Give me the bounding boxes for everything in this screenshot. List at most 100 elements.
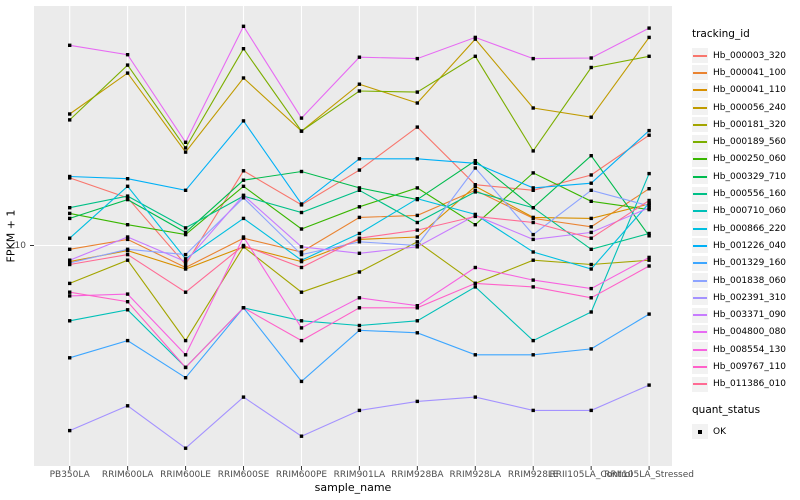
data-point: [415, 186, 419, 190]
x-tick-label: RRIM600SE: [217, 470, 270, 480]
data-point: [68, 258, 72, 262]
data-point: [299, 129, 304, 133]
data-point: [531, 232, 535, 237]
legend-title-tracking-id: tracking_id: [692, 28, 750, 40]
data-point: [473, 161, 477, 165]
data-point: [357, 215, 362, 220]
legend-key-swatch: [692, 169, 708, 185]
data-point: [183, 262, 188, 267]
legend-item-label: Hb_001838_060: [713, 275, 787, 286]
legend-item-label: Hb_000041_100: [713, 67, 787, 78]
data-point: [647, 207, 651, 212]
legend-item-Hb_000041_100: Hb_000041_100: [692, 64, 798, 81]
data-point: [299, 116, 304, 120]
data-point: [125, 71, 130, 75]
data-point: [68, 43, 72, 47]
legend-item-label: Hb_000041_110: [713, 85, 787, 96]
legend-item-Hb_000181_320: Hb_000181_320: [692, 116, 798, 133]
data-point: [299, 379, 304, 384]
data-point: [125, 308, 130, 312]
legend-item-Hb_000003_320: Hb_000003_320: [692, 47, 798, 64]
data-point: [473, 223, 477, 227]
data-point: [299, 202, 304, 206]
data-point: [68, 356, 72, 360]
data-point: [589, 247, 593, 251]
legend-key-swatch: [692, 290, 708, 306]
legend-key-line-icon: [693, 193, 707, 196]
data-point: [241, 395, 246, 399]
legend-key-swatch: [692, 117, 708, 133]
data-point: [125, 196, 130, 200]
data-point: [531, 220, 535, 225]
legend-key-line-icon: [693, 71, 707, 74]
data-point: [68, 236, 72, 240]
legend-item-label: Hb_001226_040: [713, 240, 787, 251]
data-point: [299, 338, 304, 343]
data-point: [415, 304, 419, 308]
data-point: [125, 247, 130, 251]
data-point: [183, 365, 188, 370]
data-point: [68, 247, 72, 251]
data-point: [589, 65, 593, 70]
data-point: [183, 188, 188, 192]
data-point: [68, 319, 72, 323]
legend-key-swatch: [692, 273, 708, 288]
data-point: [241, 24, 246, 28]
data-point: [647, 383, 651, 387]
data-point: [647, 201, 651, 205]
data-point: [183, 376, 188, 380]
legend-item-Hb_000556_160: Hb_000556_160: [692, 185, 798, 202]
data-point: [125, 237, 130, 242]
data-point: [299, 326, 304, 330]
legend-item-Hb_004800_080: Hb_004800_080: [692, 324, 798, 341]
legend-key-line-icon: [693, 262, 707, 265]
data-point: [125, 194, 130, 198]
legend-item-label: Hb_001329_160: [713, 258, 787, 269]
legend-key-line-icon: [693, 141, 707, 144]
legend-tracking-items: Hb_000003_320 Hb_000041_100 Hb_000041_110 H…: [692, 47, 798, 393]
x-tick-label: RRIM928LA: [449, 470, 501, 480]
data-point: [357, 270, 362, 274]
legend-key-swatch: [692, 203, 708, 219]
data-point: [531, 250, 535, 254]
data-point: [299, 434, 304, 438]
data-point: [531, 338, 535, 343]
data-point: [241, 169, 246, 173]
legend-item-Hb_000189_560: Hb_000189_560: [692, 133, 798, 150]
data-point: [299, 319, 304, 323]
data-point: [473, 285, 477, 289]
data-point: [299, 290, 304, 294]
x-tick-label: RRIM600PE: [275, 470, 328, 480]
data-point: [415, 399, 419, 404]
legend-key-line-icon: [693, 279, 707, 282]
data-point: [473, 214, 477, 219]
data-point: [125, 197, 130, 202]
data-point: [531, 106, 535, 110]
data-point: [357, 186, 362, 190]
data-point: [241, 76, 246, 80]
legend-item-Hb_001838_060: Hb_001838_060: [692, 272, 798, 289]
legend-item-label: Hb_000003_320: [713, 50, 787, 61]
legend-item-Hb_001329_160: Hb_001329_160: [692, 255, 798, 272]
legend-key-swatch: [692, 342, 708, 358]
data-point: [531, 237, 535, 242]
data-point: [415, 157, 419, 161]
data-point: [241, 119, 246, 123]
data-point: [183, 146, 188, 150]
data-point: [647, 231, 651, 236]
data-point: [183, 267, 188, 271]
data-point: [589, 154, 593, 158]
data-point: [125, 223, 130, 227]
legend-key-line-icon: [693, 348, 707, 351]
legend-item-Hb_001226_040: Hb_001226_040: [692, 237, 798, 254]
legend-item-label: Hb_000866_220: [713, 223, 787, 234]
black-square-point-icon: [698, 429, 702, 434]
y-tick-label: 10: [14, 240, 26, 251]
data-point: [589, 310, 593, 314]
data-point: [125, 338, 130, 343]
data-point: [415, 331, 419, 335]
data-point: [531, 278, 535, 282]
data-point: [299, 245, 304, 249]
data-point: [125, 63, 130, 67]
